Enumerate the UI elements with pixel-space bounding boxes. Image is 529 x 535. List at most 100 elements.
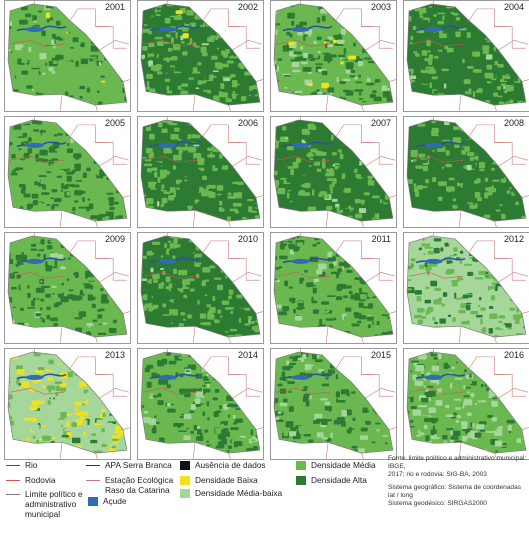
station-line-icon	[86, 475, 100, 485]
river-line	[149, 373, 200, 380]
reservoir-shape	[158, 142, 177, 149]
river-line	[16, 373, 67, 380]
neighbour-boundaries	[167, 233, 263, 343]
neighbour-boundaries	[433, 1, 529, 111]
density-raster	[141, 119, 260, 222]
legend-item-estacao: Estação Ecológica Raso da Catarina	[86, 475, 173, 495]
year-label: 2012	[502, 234, 525, 244]
legend-item-baixa: Densidade Baixa	[180, 475, 258, 485]
legend-label-limite: Limite político e administrativo municip…	[25, 489, 83, 519]
reservoir-shape	[291, 142, 310, 149]
neighbour-boundaries	[433, 233, 529, 343]
legend-item-rio: Rio	[6, 460, 37, 470]
municipal-boundary	[406, 119, 527, 222]
river-line	[149, 141, 200, 148]
year-label: 2015	[369, 350, 392, 360]
year-label: 2014	[236, 350, 259, 360]
density-raster	[141, 3, 260, 106]
year-label: 2011	[370, 234, 392, 244]
river-line-icon	[6, 460, 20, 470]
reservoir-shape	[25, 374, 44, 381]
river-line	[415, 373, 466, 380]
low-density-swatch-icon	[180, 476, 190, 485]
road-line	[142, 39, 198, 47]
neighbour-boundaries	[167, 117, 263, 227]
density-raster	[407, 119, 526, 222]
municipal-boundary	[140, 351, 261, 454]
neighbour-boundaries	[167, 1, 263, 111]
reservoir-shape	[291, 258, 310, 265]
legend-label-estacao: Estação Ecológica Raso da Catarina	[105, 475, 174, 495]
municipal-boundary	[273, 235, 394, 338]
density-raster	[407, 3, 526, 106]
reservoir-shape	[25, 142, 44, 149]
road-line	[275, 271, 331, 279]
neighbour-boundaries	[300, 117, 396, 227]
year-label: 2002	[236, 2, 259, 12]
legend-item-media-baixa: Densidade Média-baixa	[180, 488, 282, 498]
density-raster	[274, 351, 393, 454]
reference-system-note: Sistema geográfico: Sistema de coordenad…	[388, 484, 522, 507]
road-line	[275, 155, 331, 163]
reservoir-shape	[424, 374, 443, 381]
density-map-2016	[406, 349, 529, 459]
river-line	[415, 25, 466, 32]
map-panel-2003: 2003	[270, 0, 397, 112]
reservoir-shape	[25, 258, 44, 265]
neighbour-boundaries	[34, 349, 130, 459]
density-raster	[407, 235, 526, 338]
legend-item-alta: Densidade Alta	[296, 475, 367, 485]
year-label: 2013	[103, 350, 126, 360]
river-line	[282, 257, 333, 264]
road-line	[408, 155, 464, 163]
no-data-swatch-icon	[180, 461, 190, 470]
density-map-2003	[273, 1, 396, 111]
density-map-2007	[273, 117, 396, 227]
municipal-boundary	[406, 351, 527, 454]
density-raster	[274, 3, 393, 106]
road-line	[275, 387, 331, 395]
density-map-2011	[273, 233, 396, 343]
road-line	[408, 387, 464, 395]
municipal-boundary	[140, 119, 261, 222]
neighbour-boundaries	[167, 349, 263, 459]
municipal-boundary	[140, 3, 261, 106]
map-legend: Rio Rodovia Limite político e administra…	[0, 452, 529, 535]
reservoir-shape	[424, 26, 443, 33]
density-map-2013	[7, 349, 130, 459]
high-density-swatch-icon	[296, 476, 306, 485]
river-line	[415, 141, 466, 148]
legend-item-acude: Açude	[88, 496, 127, 506]
river-line	[16, 25, 67, 32]
legend-label-baixa: Densidade Baixa	[195, 475, 258, 485]
map-panel-2005: 2005	[4, 116, 131, 228]
reservoir-shape	[424, 142, 443, 149]
boundary-line-icon	[6, 489, 20, 499]
reservoir-shape	[424, 258, 443, 265]
municipal-boundary	[140, 235, 261, 338]
year-label: 2016	[502, 350, 525, 360]
road-line	[9, 155, 65, 163]
legend-item-apa: APA Serra Branca	[86, 460, 172, 470]
apa-line-icon	[86, 460, 100, 470]
medium-density-swatch-icon	[296, 461, 306, 470]
reservoir-shape	[291, 374, 310, 381]
map-panel-2016: 2016	[403, 348, 529, 460]
road-line	[142, 387, 198, 395]
year-label: 2008	[502, 118, 525, 128]
density-map-2004	[406, 1, 529, 111]
neighbour-boundaries	[433, 349, 529, 459]
river-line	[415, 257, 466, 264]
map-panel-2007: 2007	[270, 116, 397, 228]
legend-label-rodovia: Rodovia	[25, 475, 56, 485]
density-raster	[141, 235, 260, 338]
density-map-2005	[7, 117, 130, 227]
density-raster	[407, 351, 526, 454]
municipal-boundary	[406, 3, 527, 106]
river-line	[282, 373, 333, 380]
municipal-boundary	[7, 235, 128, 338]
map-panel-2011: 2011	[270, 232, 397, 344]
year-label: 2004	[502, 2, 525, 12]
road-line-icon	[6, 475, 20, 485]
legend-label-media-baixa: Densidade Média-baixa	[195, 488, 283, 498]
